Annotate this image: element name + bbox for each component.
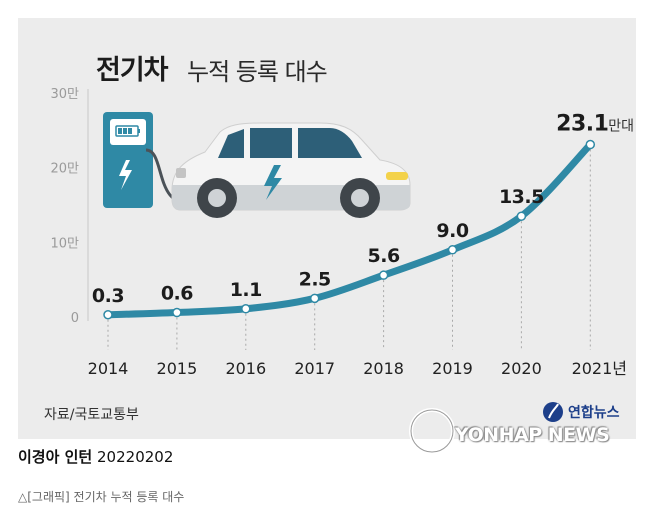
credit-date: 20220202 [97,448,174,466]
x-tick-label: 2014 [88,359,129,378]
data-point [585,139,596,150]
data-point [309,293,320,304]
guide-lines [107,144,591,350]
brand-english: YONHAP NEWS [455,424,610,446]
data-point [516,211,527,221]
data-label-unit: 만대 [608,119,634,135]
source-note: 자료/국토교통부 [44,407,139,423]
data-label: 1.1 [230,279,262,301]
y-axis: 0 10만 20만 30만 [50,87,89,326]
data-label: 13.5 [499,186,544,208]
car-icon [171,122,411,218]
x-tick-label: 2016 [225,359,266,378]
y-tick-label: 30만 [50,87,79,102]
points-group [103,139,596,320]
data-point [241,304,251,314]
x-tick-label: 2015 [157,359,198,378]
data-point [103,310,113,320]
image-caption: △[그래픽] 전기차 누적 등록 대수 [18,490,185,504]
data-label: 9.0 [436,220,468,242]
x-tick-label: 2017 [294,359,335,378]
y-tick-label: 0 [71,311,79,326]
x-tick-label: 2018 [363,359,404,378]
data-point [378,270,389,280]
data-label: 5.6 [368,245,400,267]
data-labels-group: 0.3 0.6 1.1 2.5 5.6 9.0 13.5 23.1 만대 [92,112,634,307]
data-point [447,245,458,255]
data-point [172,307,182,318]
x-tick-label: 2019 [432,359,473,378]
credit-name: 이경아 인턴 [18,448,93,466]
credit-line: 이경아 인턴 20220202 [18,446,173,467]
x-tick-label: 2020 [501,359,542,378]
chart-panel [18,18,636,439]
x-tick-label: 2021년 [572,359,627,378]
lightning-icon [264,165,282,200]
yonhap-logo-icon [409,402,563,454]
y-tick-label: 20만 [50,162,79,177]
data-label: 2.5 [299,268,331,290]
data-label: 0.3 [92,285,124,307]
chart-title-bold: 전기차 [96,55,169,86]
data-label: 0.6 [161,283,193,305]
y-tick-label: 10만 [50,236,79,251]
data-label: 23.1 [556,112,608,137]
chart-title-rest: 누적 등록 대수 [187,58,328,86]
brand-korean: 연합뉴스 [568,405,620,421]
x-axis: 2014 2015 2016 2017 2018 2019 2020 2021년 [88,359,627,378]
